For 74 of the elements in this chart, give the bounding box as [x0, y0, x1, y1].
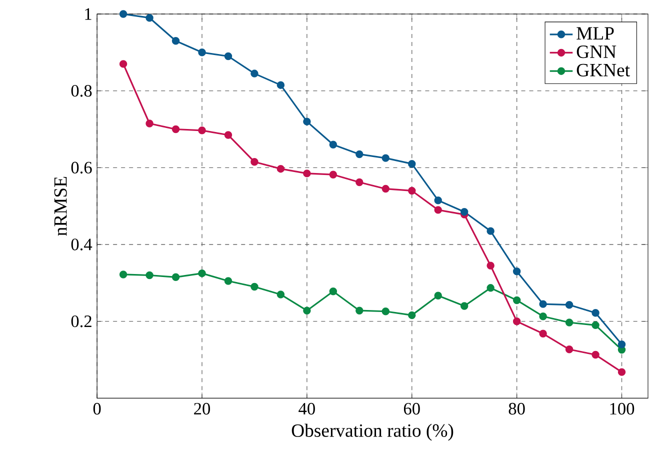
point	[198, 126, 206, 134]
y-axis-title: nRMSE	[54, 176, 67, 236]
point	[408, 311, 416, 319]
x-tick-label: 60	[404, 402, 420, 414]
point	[329, 140, 338, 148]
x-tick-label: 0	[93, 402, 101, 414]
point	[434, 206, 442, 214]
point	[119, 270, 128, 278]
point	[408, 160, 416, 168]
y-tick-label: 0.6	[71, 162, 92, 174]
point	[276, 290, 285, 298]
point	[486, 262, 494, 270]
legend-label: GNN	[576, 45, 616, 58]
point	[329, 170, 338, 178]
y-tick-label: 1	[85, 8, 92, 20]
point	[512, 317, 521, 326]
x-axis-title: Observation ratio (%)	[292, 424, 454, 441]
point	[146, 120, 154, 128]
point	[303, 306, 311, 314]
point	[565, 318, 574, 326]
point	[276, 81, 285, 89]
y-tick-label: 0.8	[71, 84, 92, 97]
x-tick-label: 80	[508, 402, 525, 414]
x-tick-label: 40	[298, 402, 315, 414]
legend-label: MLP	[576, 27, 614, 40]
point	[356, 150, 364, 158]
point	[303, 118, 311, 126]
point	[539, 312, 547, 320]
point	[486, 227, 494, 235]
point	[486, 284, 494, 292]
point	[618, 340, 626, 348]
point	[172, 125, 180, 134]
point	[172, 273, 180, 281]
point	[382, 307, 390, 316]
point	[119, 10, 128, 18]
point	[146, 14, 154, 22]
point	[539, 300, 547, 308]
point	[618, 368, 626, 376]
point	[119, 60, 128, 68]
point	[224, 52, 232, 60]
point	[146, 271, 154, 280]
point	[539, 330, 547, 338]
point	[460, 208, 468, 216]
point	[198, 48, 206, 56]
point	[592, 308, 600, 317]
point	[512, 296, 521, 304]
point	[250, 158, 258, 166]
point	[592, 350, 600, 359]
point	[250, 282, 258, 291]
point	[460, 302, 468, 310]
point	[303, 169, 311, 178]
point	[434, 292, 442, 300]
point	[356, 306, 364, 314]
x-tick-label: 20	[194, 402, 210, 414]
point	[224, 131, 232, 139]
point	[382, 184, 390, 193]
point	[329, 287, 338, 296]
point	[382, 154, 390, 162]
point	[592, 321, 600, 329]
point	[198, 269, 206, 278]
y-tick-label: 0.4	[71, 238, 92, 250]
x-tick-label: 100	[610, 402, 634, 414]
y-tick-label: 0.2	[71, 315, 92, 328]
point	[224, 277, 232, 285]
point	[172, 36, 180, 45]
legend-label: GKNet	[576, 64, 630, 76]
point	[565, 300, 574, 309]
point	[356, 178, 364, 186]
point	[250, 70, 258, 78]
point	[565, 345, 574, 354]
point	[434, 196, 442, 204]
point	[512, 267, 521, 276]
point	[276, 164, 285, 173]
point	[408, 186, 416, 194]
